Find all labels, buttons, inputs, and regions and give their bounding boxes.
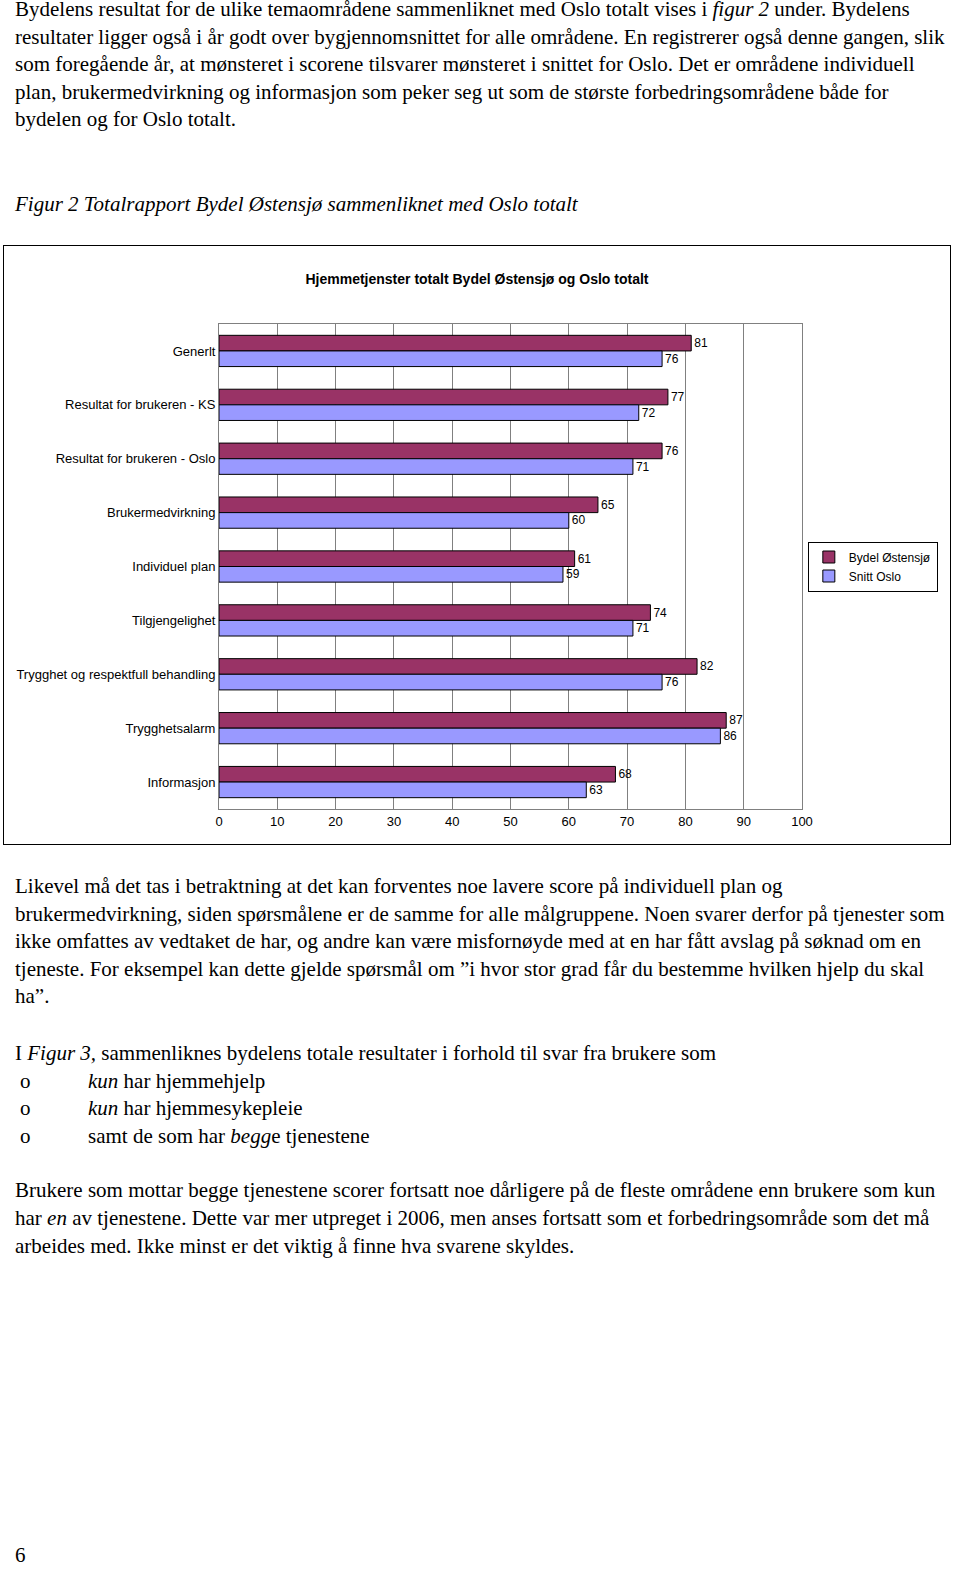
svg-text:76: 76	[665, 352, 679, 366]
svg-text:82: 82	[700, 659, 714, 673]
svg-text:72: 72	[642, 406, 656, 420]
html-text:Likevel må det tas i betraktni: Likevel må det tas i betraktning at det …	[15, 874, 945, 1009]
svg-text:76: 76	[665, 444, 679, 458]
html-text:o: o	[20, 1096, 31, 1121]
html-text:kun har hjemmehjelp: kun har hjemmehjelp	[88, 1068, 266, 1093]
svg-text:Individuel plan: Individuel plan	[132, 559, 215, 574]
svg-text:0: 0	[215, 814, 222, 829]
svg-text:87: 87	[729, 713, 743, 727]
html-text:o: o	[20, 1123, 31, 1148]
svg-text:30: 30	[387, 814, 401, 829]
html-text:kun har hjemmesykepleie: kun har hjemmesykepleie	[88, 1096, 303, 1121]
svg-text:Resultat for brukeren - Oslo: Resultat for brukeren - Oslo	[56, 451, 216, 466]
svg-text:50: 50	[503, 814, 517, 829]
svg-text:61: 61	[578, 552, 592, 566]
svg-text:80: 80	[678, 814, 692, 829]
html-text:6: 6	[15, 1543, 26, 1567]
svg-text:Trygghet og respektfull behand: Trygghet og respektfull behandling	[16, 667, 215, 682]
svg-text:81: 81	[694, 336, 708, 350]
svg-text:68: 68	[618, 767, 632, 781]
svg-text:40: 40	[445, 814, 459, 829]
html-text:o: o	[20, 1068, 31, 1093]
svg-text:63: 63	[589, 783, 603, 797]
svg-text:Snitt Oslo: Snitt Oslo	[849, 570, 901, 584]
svg-text:10: 10	[270, 814, 284, 829]
svg-text:Brukermedvirkning: Brukermedvirkning	[107, 505, 215, 520]
svg-text:Generlt: Generlt	[173, 343, 216, 358]
svg-text:70: 70	[620, 814, 634, 829]
svg-text:Informasjon: Informasjon	[147, 775, 215, 790]
svg-text:74: 74	[653, 606, 667, 620]
svg-text:Trygghetsalarm: Trygghetsalarm	[126, 721, 216, 736]
svg-text:Hjemmetjenster totalt Bydel Øs: Hjemmetjenster totalt Bydel Østensjø og …	[305, 271, 648, 287]
svg-text:Bydel Østensjø: Bydel Østensjø	[849, 551, 931, 565]
svg-text:77: 77	[671, 390, 685, 404]
svg-text:60: 60	[572, 513, 586, 527]
svg-text:86: 86	[723, 729, 737, 743]
svg-text:Resultat for brukeren - KS: Resultat for brukeren - KS	[65, 397, 216, 412]
svg-text:90: 90	[736, 814, 750, 829]
svg-text:59: 59	[566, 567, 580, 581]
svg-text:71: 71	[636, 460, 650, 474]
html-text:I Figur 3, sammenliknes bydele: I Figur 3, sammenliknes bydelens totale …	[15, 1041, 716, 1065]
svg-text:100: 100	[791, 814, 813, 829]
html-text:samt de som har begg e tjenest: samt de som har begg e tjenestene	[88, 1123, 370, 1148]
svg-text:65: 65	[601, 498, 615, 512]
svg-text:Tilgjengelighet: Tilgjengelighet	[132, 613, 216, 628]
html-text:Figur 2 Totalrapport Bydel Øst: Figur 2 Totalrapport Bydel Østensjø samm…	[15, 192, 578, 216]
svg-text:60: 60	[562, 814, 576, 829]
svg-text:76: 76	[665, 675, 679, 689]
svg-text:20: 20	[328, 814, 342, 829]
html-text:Brukere som mottar begge tjene: Brukere som mottar begge tjenestene scor…	[15, 1178, 936, 1258]
svg-text:71: 71	[636, 621, 650, 635]
